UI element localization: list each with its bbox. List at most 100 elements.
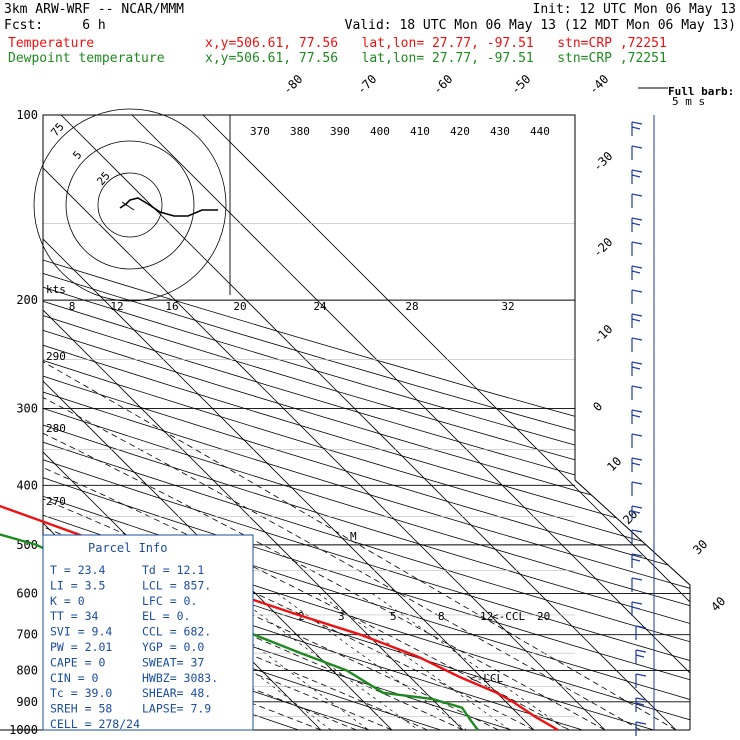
isotherm-line <box>43 115 464 730</box>
wind-barb-flag <box>631 126 641 130</box>
potential-temp-label: 380 <box>290 125 310 138</box>
isotherm-label: -70 <box>354 72 379 97</box>
parcel-info-row-left: CIN = 0 <box>50 671 99 685</box>
barb-legend-line2: 5 m s <box>672 95 705 108</box>
wind-barb-flag <box>631 217 643 221</box>
theta-e-label: 290 <box>46 350 66 363</box>
dewpoint-station-info: x,y=506.61, 77.56 lat,lon= 27.77, -97.51… <box>205 51 667 66</box>
potential-temp-label: 410 <box>410 125 430 138</box>
pressure-label-700: 700 <box>16 628 38 642</box>
wind-barb-flag <box>631 361 643 365</box>
wind-barb-flag <box>631 433 643 437</box>
hodograph-ring <box>97 172 163 238</box>
parcel-info-row-right: LCL = 857. <box>142 578 211 592</box>
moist-adiabat-line <box>43 299 641 730</box>
isotherm-line <box>43 115 606 730</box>
hodograph-ring <box>33 108 227 302</box>
potential-temp-label: 390 <box>330 125 350 138</box>
mixing-ratio-label: 8 <box>438 610 445 623</box>
dry-adiabat-line <box>43 115 690 730</box>
pressure-label-200: 200 <box>16 293 38 307</box>
wind-barb-flag <box>631 553 643 557</box>
temperature-station-info: x,y=506.61, 77.56 lat,lon= 27.77, -97.51… <box>205 36 667 51</box>
wind-barb-flag <box>631 145 643 149</box>
wind-barb-flag <box>635 721 647 725</box>
wind-barb-flag <box>631 313 643 317</box>
speed-label: 28 <box>405 300 418 313</box>
speed-label: 8 <box>69 300 76 313</box>
wind-barb-flag <box>635 654 645 658</box>
wind-barb-flag <box>631 558 641 562</box>
dewpoint-profile-line <box>0 533 479 731</box>
isotherm-label: -40 <box>586 72 611 97</box>
speed-label: 16 <box>165 300 178 313</box>
ccl-label: <-CCL <box>492 610 525 623</box>
wind-barb-flag <box>631 462 641 466</box>
moist-adiabat-line <box>43 299 428 730</box>
parcel-info-row-left: SREH = 58 <box>50 702 112 716</box>
m-label: M <box>350 530 357 543</box>
forecast-hour: Fcst: 6 h <box>4 18 106 33</box>
wind-barb-flag <box>631 241 643 245</box>
moist-adiabat-line <box>43 299 535 730</box>
parcel-info-row-right: LAPSE= 7.9 <box>142 702 211 716</box>
pressure-label-600: 600 <box>16 587 38 601</box>
wind-barb-flag <box>631 169 643 173</box>
hodograph-ring-label: 5 <box>70 148 84 161</box>
potential-temp-label: 430 <box>490 125 510 138</box>
potential-temp-label: 370 <box>250 125 270 138</box>
wind-barb-flag <box>631 289 643 293</box>
hodograph-trace <box>119 197 218 217</box>
parcel-info-box <box>42 534 254 731</box>
parcel-info-row-left: Tc = 39.0 <box>50 686 112 700</box>
wind-barb-flag <box>635 673 647 677</box>
isotherm-label: -20 <box>590 235 615 260</box>
wind-barb-flag <box>631 510 641 514</box>
parcel-info-row-right: YGP = 0.0 <box>142 640 204 654</box>
init-time: Init: 12 UTC Mon 06 May 13 <box>532 2 737 17</box>
parcel-info-row-right: HWBZ= 3083. <box>142 671 218 685</box>
pressure-label-100: 100 <box>16 108 38 122</box>
moist-adiabat-line <box>43 299 357 730</box>
hodograph-mark <box>121 201 135 211</box>
temperature-legend-label: Temperature <box>8 36 95 51</box>
wind-barb-flag <box>631 414 641 418</box>
isotherm-label: -10 <box>590 322 615 347</box>
isotherm-label: 0 <box>590 399 605 414</box>
parcel-info-row-left: T = 23.4 <box>50 563 105 577</box>
parcel-info-row-left: K = 0 <box>50 594 85 608</box>
isotherm-label: -60 <box>430 72 455 97</box>
pressure-label-800: 800 <box>16 663 38 677</box>
isotherm-label: -30 <box>590 149 615 174</box>
potential-temp-label: 420 <box>450 125 470 138</box>
isotherm-line <box>60 115 677 730</box>
parcel-info-row-left: PW = 2.01 <box>50 640 112 654</box>
parcel-info-row-left: CELL = 278/24 <box>50 717 140 731</box>
wind-barb-flag <box>631 385 643 389</box>
parcel-info-row-right: Td = 12.1 <box>142 563 204 577</box>
potential-temp-label: 400 <box>370 125 390 138</box>
wind-barb-flag <box>631 366 641 370</box>
pressure-label-400: 400 <box>16 478 38 492</box>
wind-barb-flag <box>631 457 643 461</box>
wind-barb-flag <box>635 625 647 629</box>
wind-barb-flag <box>635 702 645 706</box>
potential-temp-label: 440 <box>530 125 550 138</box>
wind-barb-flag <box>631 270 641 274</box>
dewpoint-legend-label: Dewpoint temperature <box>8 51 165 66</box>
wind-barb-flag <box>631 481 643 485</box>
parcel-info-row-left: LI = 3.5 <box>50 578 105 592</box>
barb-legend-line1: Full barb: <box>668 85 734 98</box>
parcel-info-row-right: CCL = 682. <box>142 625 211 639</box>
isotherm-label: -80 <box>280 72 305 97</box>
parcel-info-row-left: CAPE = 0 <box>50 655 105 669</box>
wind-barb-flag <box>631 409 643 413</box>
hodograph-ring-label: 25 <box>94 169 112 188</box>
isotherm-line <box>43 115 535 730</box>
wind-barb-flag <box>631 174 641 178</box>
wind-barb-flag <box>631 529 643 533</box>
isotherm-label: -50 <box>508 72 533 97</box>
wind-barb-flag <box>631 601 643 605</box>
mixing-ratio-label: 5 <box>390 610 397 623</box>
